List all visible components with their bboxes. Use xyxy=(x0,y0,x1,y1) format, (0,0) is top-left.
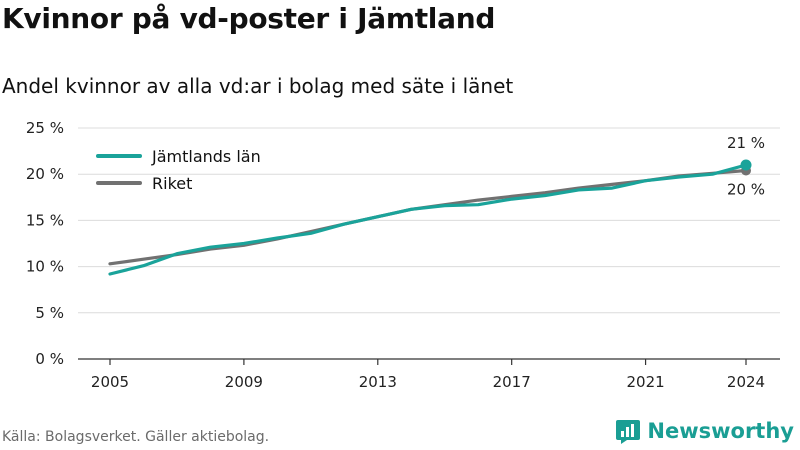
end-label-riket: 20 % xyxy=(727,181,765,199)
x-tick-label-2024: 2024 xyxy=(727,373,765,391)
x-tick-label-2009: 2009 xyxy=(225,373,263,391)
legend-label-jamtlands-lan: Jämtlands län xyxy=(151,147,261,166)
x-tick-label-2013: 2013 xyxy=(359,373,397,391)
legend: Jämtlands län Riket xyxy=(96,147,261,193)
chart-title: Kvinnor på vd-poster i Jämtland xyxy=(2,2,496,35)
y-axis: 0 % 5 % 10 % 15 % 20 % 25 % xyxy=(26,119,64,368)
series-endpoint-jamtlands-lan xyxy=(740,159,752,171)
x-tick-label-2005: 2005 xyxy=(91,373,129,391)
brand-name: Newsworthy xyxy=(647,419,794,443)
gridlines xyxy=(78,127,780,314)
chart-subtitle: Andel kvinnor av alla vd:ar i bolag med … xyxy=(2,74,514,98)
y-tick-label-15: 15 % xyxy=(26,211,64,229)
source-note: Källa: Bolagsverket. Gäller aktiebolag. xyxy=(2,429,270,445)
end-label-jamtlands-lan: 21 % xyxy=(727,134,765,152)
y-tick-label-10: 10 % xyxy=(26,258,64,276)
legend-label-riket: Riket xyxy=(152,174,192,193)
brand-logo: Newsworthy xyxy=(615,418,794,444)
y-tick-label-25: 25 % xyxy=(26,119,64,137)
end-labels: 21 % 20 % xyxy=(727,134,765,199)
x-tick-label-2017: 2017 xyxy=(493,373,531,391)
y-tick-label-0: 0 % xyxy=(35,350,64,368)
y-tick-label-5: 5 % xyxy=(35,304,64,322)
x-tick-label-2021: 2021 xyxy=(626,373,664,391)
series-lines xyxy=(108,159,752,276)
y-tick-label-20: 20 % xyxy=(26,165,64,183)
newsworthy-logo-icon xyxy=(616,420,641,444)
series-line-riket xyxy=(108,168,748,266)
x-axis: 2005 2009 2013 2017 2021 2024 xyxy=(78,358,780,391)
series-line-jamtlands-lan xyxy=(108,163,748,276)
